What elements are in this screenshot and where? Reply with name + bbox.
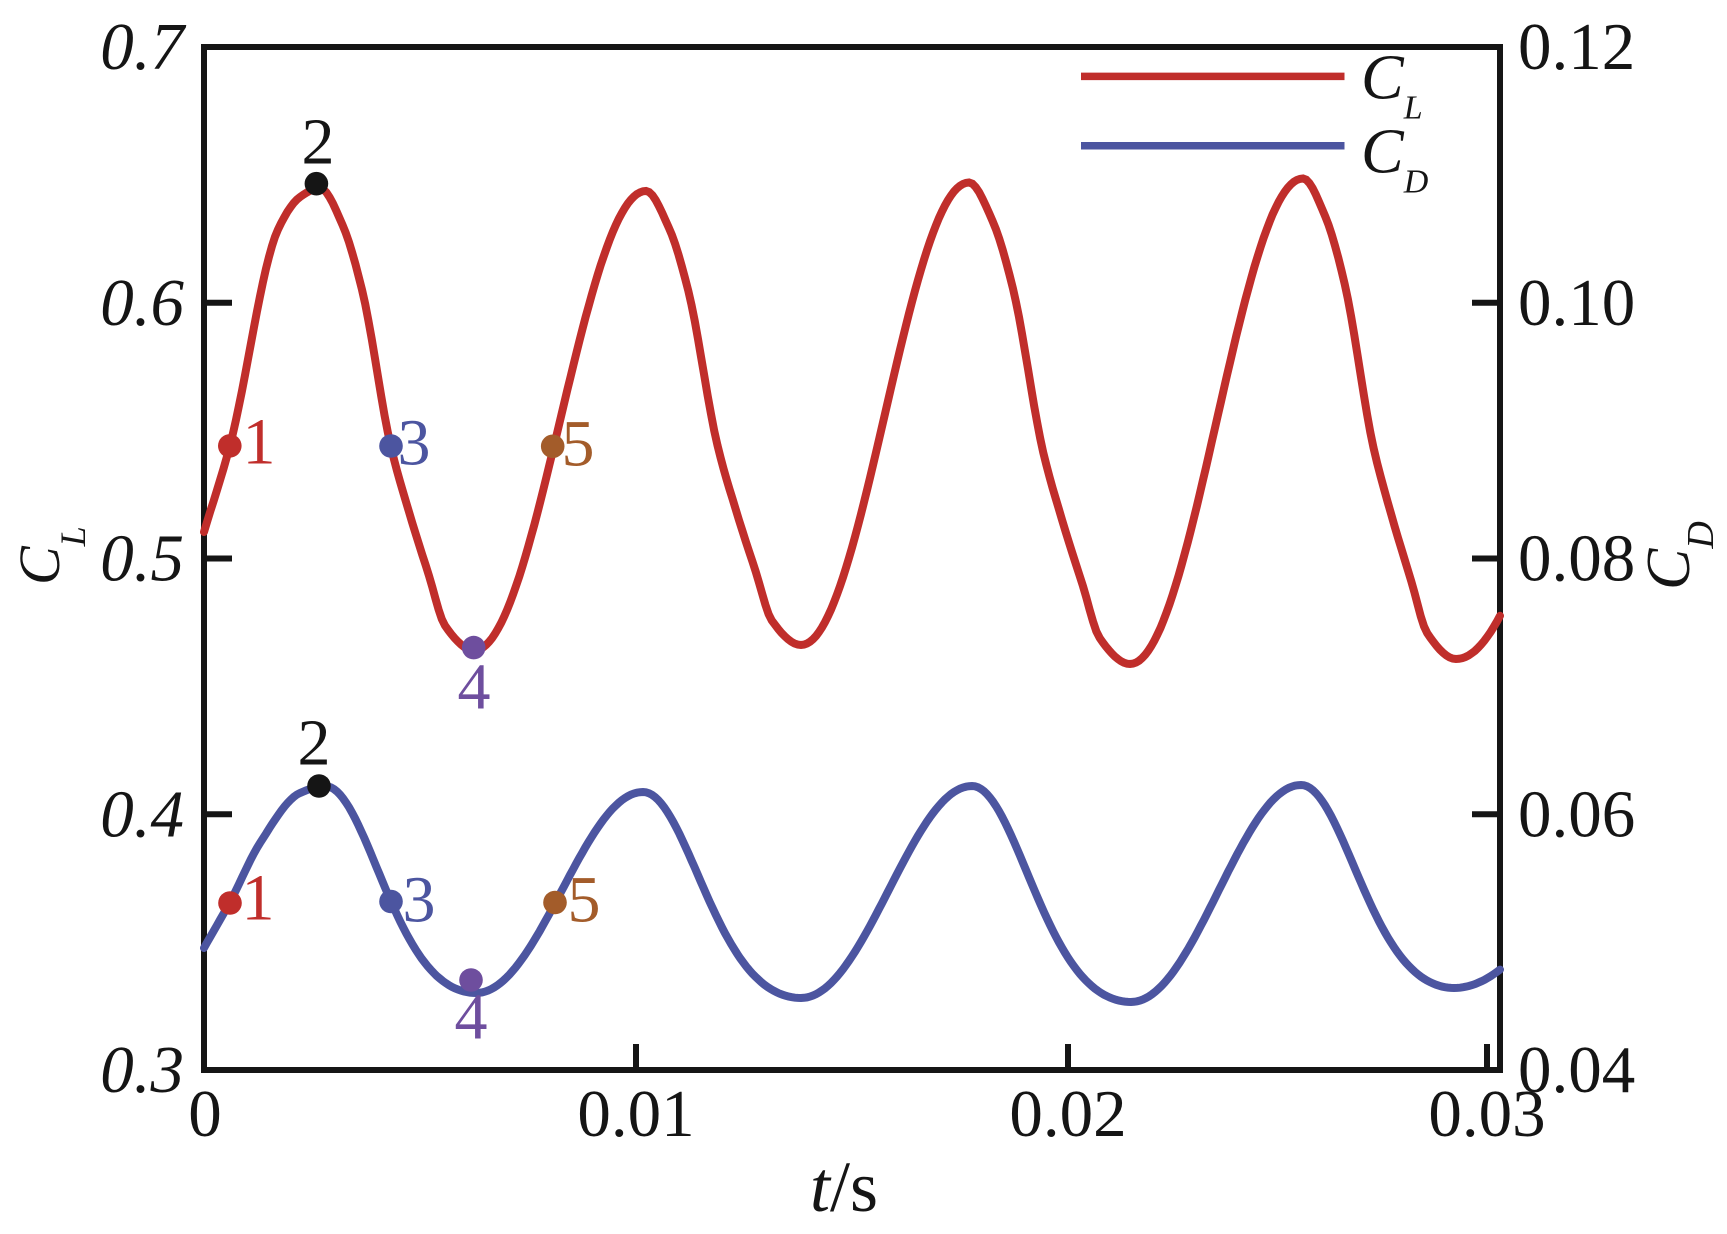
svg-text:3: 3: [403, 864, 436, 937]
svg-text:0.06: 0.06: [1518, 777, 1635, 851]
svg-text:CL: CL: [7, 526, 93, 585]
svg-text:1: 1: [243, 406, 276, 479]
svg-text:0.08: 0.08: [1518, 522, 1635, 596]
svg-text:0.6: 0.6: [100, 266, 184, 340]
svg-text:4: 4: [455, 981, 488, 1054]
svg-text:5: 5: [562, 408, 595, 481]
svg-text:t/s: t/s: [810, 1147, 878, 1227]
svg-text:0.3: 0.3: [100, 1033, 184, 1107]
svg-text:CD: CD: [1635, 521, 1722, 590]
svg-text:2: 2: [298, 707, 331, 780]
svg-text:0: 0: [188, 1077, 222, 1151]
svg-text:0.7: 0.7: [100, 10, 186, 84]
svg-text:1: 1: [242, 862, 275, 935]
svg-text:0.12: 0.12: [1518, 10, 1635, 84]
svg-text:0.04: 0.04: [1518, 1033, 1635, 1107]
svg-text:0.5: 0.5: [100, 522, 184, 596]
svg-text:4: 4: [458, 651, 491, 724]
svg-text:CD: CD: [1361, 116, 1429, 201]
svg-text:2: 2: [302, 106, 335, 179]
svg-text:3: 3: [398, 407, 431, 480]
svg-text:0.01: 0.01: [577, 1077, 694, 1151]
svg-text:5: 5: [568, 864, 601, 937]
svg-text:0.02: 0.02: [1009, 1077, 1126, 1151]
svg-text:0.4: 0.4: [100, 777, 184, 851]
svg-text:0.03: 0.03: [1428, 1077, 1545, 1151]
svg-text:0.10: 0.10: [1518, 266, 1635, 340]
svg-text:CL: CL: [1361, 42, 1423, 127]
